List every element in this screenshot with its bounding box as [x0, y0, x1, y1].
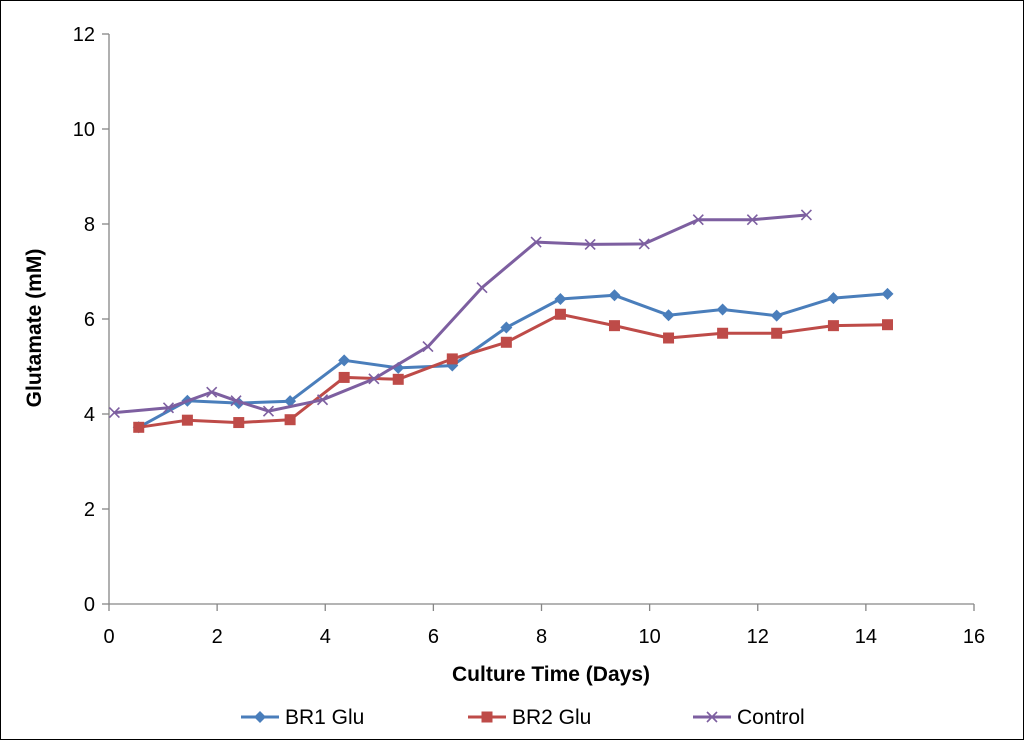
- data-point-br1-glu: [500, 321, 513, 334]
- data-point-control: [230, 395, 242, 407]
- legend: BR1 Glu BR2 Glu Control: [241, 706, 805, 729]
- data-point-control: [692, 214, 704, 226]
- data-point-control: [316, 394, 329, 406]
- x-tick-label: 16: [963, 626, 985, 648]
- data-point-br1-glu: [716, 303, 729, 316]
- data-point-br2-glu: [133, 421, 145, 433]
- legend-label-control: Control: [737, 706, 805, 729]
- y-tick-label: 6: [84, 309, 95, 331]
- data-point-br1-glu: [770, 309, 783, 322]
- data-point-control: [584, 238, 596, 250]
- data-point-br2-glu: [882, 319, 893, 331]
- legend-item-control: Control: [693, 706, 805, 729]
- y-tick-label: 8: [84, 214, 95, 236]
- data-point-br2-glu: [284, 414, 296, 426]
- legend-label-br2-glu: BR2 Glu: [512, 706, 591, 729]
- data-point-br2-glu: [771, 327, 783, 339]
- data-point-control: [638, 238, 650, 250]
- data-point-control: [162, 402, 175, 414]
- x-tick-label: 8: [536, 626, 547, 648]
- data-point-br1-glu: [662, 309, 675, 322]
- series-line-control: [114, 213, 807, 415]
- data-point-br2-glu: [446, 353, 458, 365]
- legend-marker-br2-glu: [481, 711, 493, 723]
- x-tick-label: 14: [855, 626, 877, 648]
- legend-label-br1-glu: BR1 Glu: [285, 706, 364, 729]
- data-point-br2-glu: [554, 308, 566, 320]
- data-point-control: [800, 209, 812, 221]
- data-point-br1-glu: [827, 292, 840, 305]
- y-tick-label: 10: [73, 119, 95, 141]
- data-point-br2-glu: [827, 320, 839, 332]
- data-point-control: [262, 405, 275, 417]
- legend-item-br2-glu: BR2 Glu: [468, 706, 591, 729]
- data-point-control: [422, 340, 434, 353]
- data-point-br1-glu: [338, 354, 351, 367]
- y-axis-title: Glutamate (mM): [23, 249, 46, 408]
- data-point-br2-glu: [233, 417, 245, 429]
- series-br1-glu: [132, 287, 894, 434]
- data-point-control: [530, 236, 542, 248]
- y-tick-label: 0: [84, 594, 95, 616]
- series-br2-glu: [133, 308, 893, 433]
- data-point-br2-glu: [392, 373, 404, 385]
- data-point-br2-glu: [500, 336, 512, 348]
- series-control: [108, 209, 812, 419]
- legend-item-br1-glu: BR1 Glu: [241, 706, 364, 729]
- y-tick-label: 4: [84, 404, 95, 426]
- data-point-br1-glu: [284, 395, 297, 408]
- data-point-br1-glu: [608, 289, 621, 302]
- data-point-br2-glu: [181, 414, 193, 426]
- y-tick-label: 12: [73, 24, 95, 46]
- x-tick-label: 12: [747, 626, 769, 648]
- x-tick-label: 0: [103, 626, 114, 648]
- data-point-control: [746, 214, 758, 226]
- y-tick-label: 2: [84, 499, 95, 521]
- legend-marker-br1-glu: [254, 711, 266, 723]
- data-point-br1-glu: [554, 293, 567, 306]
- axes: 0 2 4 6 8 10 12 0 2 4 6 8 10 12 14 16: [73, 24, 985, 648]
- plot-area: [108, 209, 894, 434]
- legend-marker-control: [706, 711, 718, 723]
- data-point-br2-glu: [717, 327, 729, 339]
- x-axis-title: Culture Time (Days): [452, 663, 650, 686]
- data-point-control: [108, 407, 120, 419]
- x-tick-label: 2: [212, 626, 223, 648]
- data-point-br1-glu: [881, 287, 894, 300]
- data-point-br2-glu: [338, 371, 350, 383]
- x-tick-label: 4: [320, 626, 331, 648]
- data-point-control: [368, 373, 380, 385]
- x-tick-label: 10: [639, 626, 661, 648]
- data-point-control: [476, 282, 488, 294]
- data-point-br2-glu: [663, 332, 675, 344]
- x-tick-label: 6: [428, 626, 439, 648]
- data-point-control: [206, 386, 218, 398]
- data-point-br2-glu: [608, 320, 620, 332]
